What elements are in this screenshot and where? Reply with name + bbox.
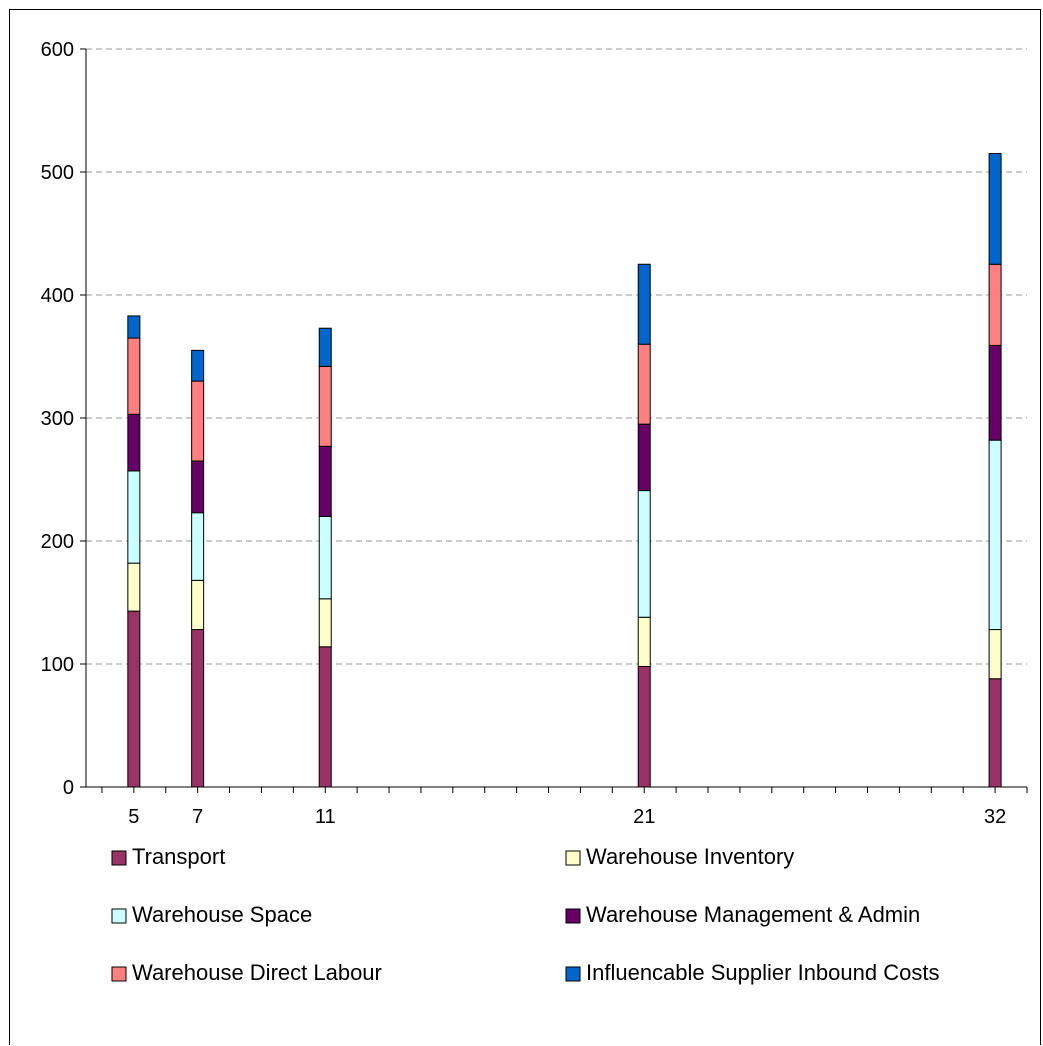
legend-label: Warehouse Management & Admin [586, 902, 920, 927]
legend-label: Transport [132, 844, 225, 869]
legend-swatch [111, 966, 127, 982]
bar-segment [191, 460, 205, 514]
legend-swatch [565, 966, 581, 982]
bar-segment [318, 327, 332, 367]
bar-segment [318, 365, 332, 447]
bars-layer [127, 153, 1002, 788]
y-tick-label: 200 [41, 531, 74, 553]
x-tick-label: 32 [984, 806, 1006, 828]
axis-layer: 0 100 200 300 400 500 600 5 7 11 21 32 [41, 39, 1028, 828]
legend-label: Warehouse Direct Labour [132, 960, 382, 985]
y-tick-label: 500 [41, 162, 74, 184]
y-tick-label: 100 [41, 654, 74, 676]
bar-segment [988, 629, 1002, 680]
bar-segment [637, 490, 651, 618]
bar-segment [127, 337, 141, 415]
legend-swatch [111, 850, 127, 866]
y-tick-label: 400 [41, 285, 74, 307]
bar-segment [127, 470, 141, 564]
legend-layer: Transport Warehouse Inventory Warehouse Sp… [111, 844, 939, 985]
bar-segment [127, 610, 141, 788]
bar-segment [637, 343, 651, 425]
bar-segment [637, 423, 651, 492]
bar-segment [637, 616, 651, 667]
bar-segment [318, 598, 332, 648]
bar-segment [127, 562, 141, 612]
bar-segment [318, 445, 332, 517]
bar-segment [127, 315, 141, 339]
bar-segment [988, 153, 1002, 265]
bar-segment [988, 344, 1002, 441]
bar-segment [318, 515, 332, 600]
legend-swatch [111, 908, 127, 924]
y-tick-label: 0 [63, 777, 74, 799]
bar-segment [191, 349, 205, 382]
x-tick-label: 7 [192, 806, 203, 828]
bar-segment [127, 413, 141, 472]
legend-label: Influencable Supplier Inbound Costs [586, 960, 939, 985]
y-tick-label: 600 [41, 39, 74, 61]
chart-frame [9, 9, 1041, 1045]
bar-segment [191, 629, 205, 788]
x-tick-label: 11 [315, 806, 336, 828]
x-tick-label: 5 [128, 806, 139, 828]
bar-segment [637, 665, 651, 788]
bar-segment [191, 579, 205, 631]
y-tick-label: 300 [41, 408, 74, 430]
bar-segment [988, 439, 1002, 631]
legend-label: Warehouse Space [132, 902, 312, 927]
bar-segment [318, 646, 332, 788]
bar-segment [637, 263, 651, 345]
bar-segment [191, 380, 205, 462]
bar-segment [988, 678, 1002, 788]
bar-segment [988, 263, 1002, 346]
grid-layer [86, 48, 1027, 665]
legend-swatch [565, 850, 581, 866]
x-tick-label: 21 [633, 806, 655, 828]
legend-swatch [565, 908, 581, 924]
bar-segment [191, 512, 205, 581]
legend-label: Warehouse Inventory [586, 844, 794, 869]
